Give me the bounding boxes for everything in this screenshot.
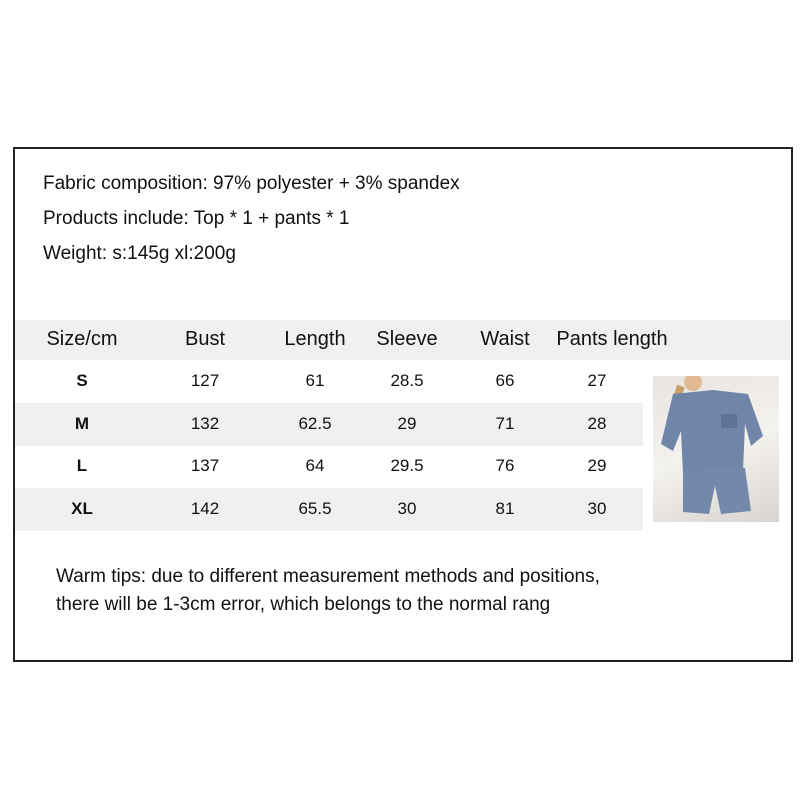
cell-size: M: [74, 413, 90, 433]
cell-size: S: [76, 371, 88, 390]
cell-bust: 132: [190, 413, 220, 433]
cell-length: 65.5: [298, 498, 332, 518]
weight: Weight: s:145g xl:200g: [43, 243, 236, 264]
products-include: Products include: Top * 1 + pants * 1: [43, 208, 350, 229]
cell-waist: 71: [495, 413, 515, 433]
cell-size: XL: [71, 498, 93, 518]
fabric-composition: Fabric composition: 97% polyester + 3% s…: [43, 173, 460, 194]
warm-tips-line-2: there will be 1-3cm error, which belongs…: [56, 594, 551, 615]
cell-pants-length: 28: [587, 413, 607, 433]
cell-length: 64: [305, 456, 325, 475]
cell-pants-length: 27: [587, 371, 607, 390]
cell-size: L: [76, 456, 88, 475]
cell-waist: 76: [495, 456, 515, 475]
cell-bust: 137: [190, 456, 220, 475]
warm-tips: Warm tips: due to different measurement …: [56, 563, 600, 619]
table-row: M 132 62.5 29 71 28: [15, 402, 643, 446]
table-row: L 137 64 29.5 76 29: [15, 445, 643, 488]
pajama-set-illustration: [661, 373, 763, 514]
header-bust: Bust: [184, 328, 226, 350]
cell-length: 61: [305, 371, 325, 390]
cell-sleeve: 29.5: [390, 456, 424, 475]
cell-pants-length: 29: [587, 456, 607, 475]
cell-sleeve: 30: [397, 498, 417, 518]
size-chart-frame: [13, 147, 793, 662]
cell-sleeve: 29: [397, 413, 417, 433]
table-row: XL 142 65.5 30 81 30: [15, 487, 643, 531]
header-size: Size/cm: [46, 328, 118, 350]
product-photo: [653, 373, 779, 522]
header-waist: Waist: [480, 328, 530, 350]
cell-waist: 66: [495, 371, 515, 390]
header-sleeve: Sleeve: [376, 328, 438, 350]
cell-pants-length: 30: [587, 498, 607, 518]
table-header: Size/cm Bust Length Sleeve Waist Pants l…: [15, 320, 790, 360]
cell-bust: 127: [190, 371, 220, 390]
cell-sleeve: 28.5: [390, 371, 424, 390]
cell-length: 62.5: [298, 413, 332, 433]
header-pants-length: Pants length: [556, 328, 668, 350]
cell-waist: 81: [495, 498, 515, 518]
header-length: Length: [284, 328, 346, 350]
cell-bust: 142: [190, 498, 220, 518]
table-row: S 127 61 28.5 66 27: [15, 360, 643, 403]
warm-tips-line-1: Warm tips: due to different measurement …: [56, 566, 600, 587]
